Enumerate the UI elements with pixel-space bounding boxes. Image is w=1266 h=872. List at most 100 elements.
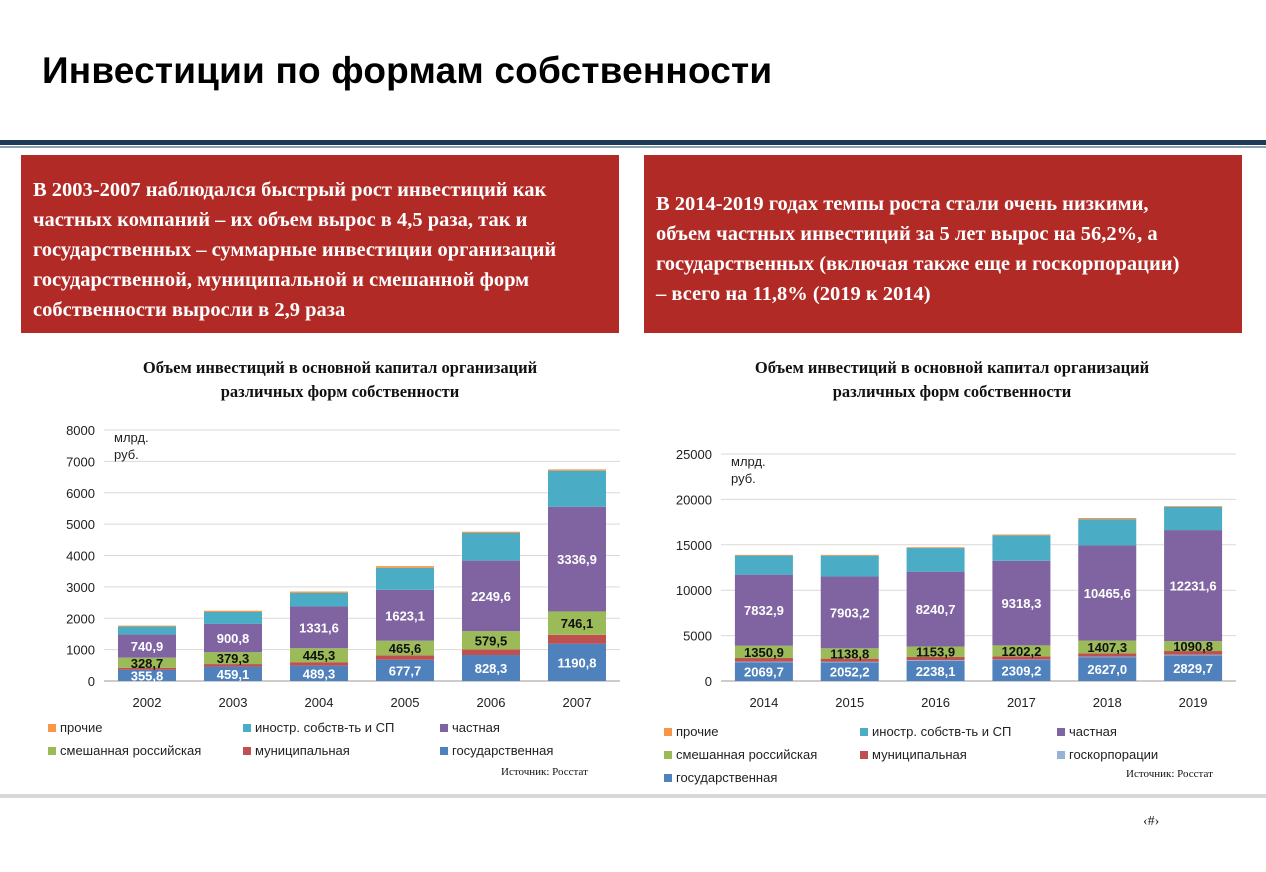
bar-segment	[1078, 657, 1137, 681]
bar-segment	[462, 649, 520, 656]
data-label: 1190,8	[557, 655, 596, 670]
legend-label: смешанная российская	[676, 747, 817, 762]
x-tick-label: 2007	[563, 695, 592, 710]
x-tick-label: 2019	[1179, 695, 1208, 710]
bar-segment	[204, 652, 262, 665]
data-label: 10465,6	[1084, 586, 1131, 601]
bar-segment	[462, 655, 520, 681]
data-label: 7903,2	[830, 605, 870, 620]
data-label: 2052,2	[830, 665, 870, 680]
data-label: 9318,3	[1002, 596, 1042, 611]
x-tick-label: 2016	[921, 695, 950, 710]
legend-swatch	[664, 728, 672, 736]
x-tick-label: 2004	[305, 695, 334, 710]
bar-segment	[820, 576, 879, 649]
chart-title-left: Объем инвестиций в основной капитал орга…	[60, 356, 620, 404]
bar-segment	[548, 643, 606, 681]
legend-swatch	[664, 751, 672, 759]
data-label: 2238,1	[916, 664, 956, 679]
bar-segment	[462, 560, 520, 632]
data-label: 1202,2	[1002, 644, 1042, 659]
y-tick-label: 8000	[66, 423, 95, 438]
y-tick-label: 1000	[66, 643, 95, 658]
bar-segment	[992, 534, 1051, 536]
bar-segment	[290, 592, 348, 607]
bar-segment	[290, 662, 348, 666]
unit-label: руб.	[731, 471, 756, 486]
bar-segment	[1078, 545, 1137, 641]
chart-title-line: Объем инвестиций в основной капитал орга…	[142, 358, 538, 377]
bar-segment	[906, 656, 965, 661]
summary-line: государственных – суммарные инвестиции о…	[33, 239, 557, 261]
bar-segment	[118, 657, 176, 668]
bar-segment	[376, 659, 434, 681]
data-label: 828,3	[475, 661, 508, 676]
chart-title-line: различных форм собственности	[220, 382, 460, 401]
data-label: 1407,3	[1087, 640, 1127, 655]
page-title: Инвестиции по формам собственности	[42, 50, 773, 91]
bar-segment	[992, 659, 1051, 661]
bar-segment	[462, 631, 520, 650]
y-tick-label: 7000	[66, 454, 95, 469]
legend-swatch	[243, 747, 251, 755]
legend-swatch	[1057, 728, 1065, 736]
legend-swatch	[48, 724, 56, 732]
bar-segment	[548, 470, 606, 507]
bar-segment	[290, 648, 348, 663]
x-tick-label: 2006	[477, 695, 506, 710]
bar-segment	[1164, 654, 1223, 656]
data-label: 746,1	[561, 616, 594, 631]
bar-segment	[1164, 506, 1223, 507]
y-tick-label: 6000	[66, 486, 95, 501]
y-tick-label: 10000	[676, 583, 712, 598]
legend-label: прочие	[676, 724, 718, 739]
summary-line: объем частных инвестиций за 5 лет вырос …	[656, 223, 1158, 245]
data-label: 3336,9	[557, 552, 597, 567]
data-label: 1331,6	[299, 620, 339, 635]
unit-label: млрд.	[731, 454, 766, 469]
y-tick-label: 0	[88, 674, 95, 689]
bar-segment	[820, 648, 879, 659]
unit-label: млрд.	[114, 430, 149, 445]
data-label: 459,1	[217, 667, 250, 682]
y-tick-label: 5000	[66, 517, 95, 532]
legend-swatch	[243, 724, 251, 732]
bar-segment	[1164, 651, 1223, 655]
bar-segment	[734, 661, 793, 663]
summary-box-right: В 2014-2019 годах темпы роста стали очен…	[644, 155, 1242, 333]
bar-segment	[906, 548, 965, 572]
summary-line: государственных (включая также еще и гос…	[656, 253, 1180, 275]
x-tick-label: 2002	[133, 695, 162, 710]
y-tick-label: 4000	[66, 549, 95, 564]
legend-swatch	[860, 751, 868, 759]
data-label: 2069,7	[744, 665, 784, 680]
legend-label: прочие	[60, 720, 102, 735]
bar-segment	[548, 469, 606, 471]
data-label: 1138,8	[830, 646, 869, 661]
summary-line: – всего на 11,8% (2019 к 2014)	[656, 283, 931, 305]
bar-segment	[204, 664, 262, 667]
bar-segment	[906, 660, 965, 681]
unit-label: руб.	[114, 447, 139, 462]
y-tick-label: 2000	[66, 611, 95, 626]
bar-segment	[820, 661, 879, 663]
bar-segment	[1078, 518, 1137, 520]
chart-title-line: Объем инвестиций в основной капитал орга…	[754, 358, 1150, 377]
bar-segment	[992, 560, 1051, 646]
y-tick-label: 25000	[676, 447, 712, 462]
bar-segment	[992, 660, 1051, 681]
data-label: 579,5	[475, 633, 508, 648]
data-label: 8240,7	[916, 602, 956, 617]
bar-segment	[204, 610, 262, 613]
bar-segment	[290, 606, 348, 649]
bar-segment	[118, 625, 176, 627]
bar-segment	[1164, 655, 1223, 681]
chart-title-line: различных форм собственности	[832, 382, 1072, 401]
legend-swatch	[440, 747, 448, 755]
bar-segment	[820, 555, 879, 577]
bar-segment	[290, 591, 348, 593]
y-tick-label: 5000	[683, 629, 712, 644]
data-label: 328,7	[131, 656, 164, 671]
